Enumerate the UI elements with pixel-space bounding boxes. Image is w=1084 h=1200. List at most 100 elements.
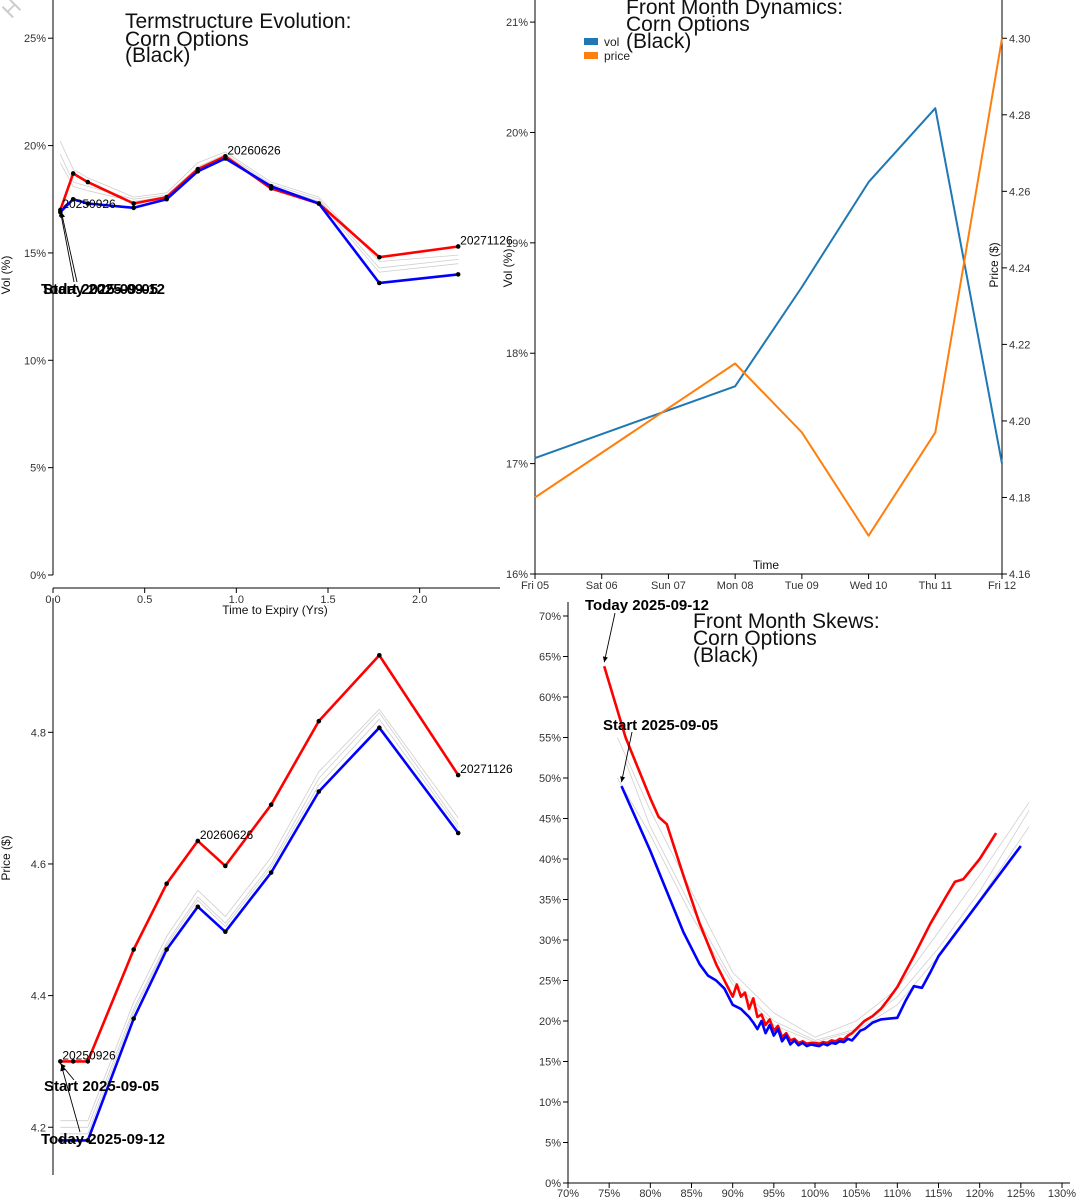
- term-vol-point-start: [268, 184, 274, 189]
- term-price-point-today: [70, 1059, 76, 1064]
- skew-xtick-label: 95%: [763, 1188, 785, 1200]
- term-price-history-line: [60, 712, 459, 1128]
- term-price-history-line: [60, 718, 459, 1135]
- front-dyn-vol-line: [534, 107, 1003, 464]
- term-price-today-arrow: [60, 1065, 81, 1133]
- term-vol-today-annotation: Today 2025-09-12: [41, 281, 165, 298]
- term-vol-ytick-label: 5%: [30, 463, 46, 475]
- skew-xtick-label: 130%: [1048, 1188, 1076, 1200]
- skew-ytick-label: 15%: [539, 1057, 561, 1069]
- front-dyn-ylabel: Vol (%): [501, 249, 515, 288]
- term-price-today-arrow-line: [60, 1065, 81, 1133]
- front-dyn-title-line: Corn Options: [626, 13, 750, 36]
- term-price-point-start: [131, 1016, 136, 1021]
- skew-series-today: [602, 665, 998, 1045]
- skew-history-line: [625, 761, 1030, 1041]
- term-price-point-today: [195, 838, 201, 844]
- skew-ytick-label: 0%: [545, 1178, 561, 1190]
- front-dyn-y2tick-label: 4.18: [1009, 492, 1030, 504]
- term-price-point-label: 20250926: [62, 1048, 116, 1062]
- term-price-point-label: 20260626: [200, 828, 254, 842]
- skew-start-arrow-line: [621, 731, 633, 783]
- term-price-point-start: [316, 789, 322, 794]
- term-price-point-start: [268, 870, 274, 875]
- term-vol-ylabel: Vol (%): [0, 256, 13, 295]
- term-vol-title: Termstructure Evolution: Corn Options (B…: [125, 10, 351, 67]
- term-vol-point-label: 20250926: [62, 197, 116, 211]
- term-vol-history-line: [59, 153, 459, 269]
- term-price-history-line: [60, 708, 459, 1122]
- front-dyn-price-line: [534, 38, 1003, 537]
- front-dyn-ytick-label: 18%: [506, 348, 528, 360]
- skew-xtick-label: 120%: [966, 1188, 994, 1200]
- term-vol-point-start: [316, 201, 322, 206]
- term-price-point-start: [164, 947, 169, 952]
- skew-today-arrow-head: [602, 656, 608, 663]
- front-dyn-y2tick-label: 4.30: [1009, 33, 1030, 45]
- skew-title-line: Front Month Skews:: [693, 610, 880, 633]
- front-dyn-y2tick-label: 4.24: [1009, 263, 1030, 275]
- skew-xtick-label: 105%: [842, 1188, 870, 1200]
- term-vol-point-today: [377, 254, 382, 260]
- term-vol-point-start: [131, 205, 136, 211]
- front-dyn-title-line: (Black): [626, 30, 691, 53]
- skew-title-line: (Black): [693, 644, 758, 667]
- front-dyn-xlabel: Time: [753, 558, 780, 572]
- term-price-point-today: [316, 718, 322, 724]
- term-vol-ytick-label: 15%: [24, 248, 46, 260]
- term-vol-title-line: (Black): [125, 44, 190, 67]
- term-price-point-today: [268, 802, 274, 808]
- skew-series-start: [620, 785, 1022, 1048]
- term-price-series-today: [60, 653, 460, 1063]
- legend-swatch-price: [584, 52, 598, 59]
- term-price-point-today: [164, 881, 169, 887]
- legend-label-price: price: [604, 49, 630, 63]
- front-dyn-xtick-label: Fri 05: [521, 580, 549, 592]
- term-price-point-start: [223, 929, 228, 935]
- skew-xtick-label: 75%: [598, 1188, 620, 1200]
- skew-xtick-label: 100%: [801, 1188, 829, 1200]
- front-dyn-y2label: Price ($): [987, 242, 1001, 287]
- term-price-ytick-label: 4.2: [31, 1122, 46, 1134]
- front-dyn-legend: vol price: [584, 35, 630, 63]
- front-dyn-title-line: Front Month Dynamics:: [626, 0, 843, 19]
- skew-ytick-label: 45%: [539, 814, 561, 826]
- term-price-ytick-label: 4.8: [31, 727, 46, 739]
- term-vol-point-today: [131, 201, 136, 206]
- term-vol-point-start: [455, 272, 461, 277]
- skew-xtick-label: 125%: [1007, 1188, 1035, 1200]
- front-dyn-xtick-label: Sat 06: [586, 580, 618, 592]
- term-vol-point-start: [164, 196, 169, 202]
- term-price-point-label: 20271126: [460, 762, 513, 776]
- front-dyn-ytick-label: 17%: [506, 459, 528, 471]
- term-price-today-arrow-head: [60, 1065, 66, 1072]
- term-vol-point-today: [70, 171, 76, 176]
- term-price-point-start: [58, 1138, 63, 1143]
- front-dyn-xtick-label: Thu 11: [919, 580, 952, 592]
- term-vol-title-line: Termstructure Evolution:: [125, 10, 351, 33]
- skew-ytick-label: 50%: [539, 773, 561, 785]
- skew-title-line: Corn Options: [693, 627, 817, 650]
- term-price-ytick-label: 4.6: [31, 859, 46, 871]
- front-dyn-y2tick-label: 4.22: [1009, 339, 1030, 351]
- term-vol-ytick-label: 10%: [24, 355, 46, 367]
- skew-xtick-label: 110%: [884, 1188, 912, 1200]
- front-dyn-ytick-label: 20%: [506, 127, 528, 139]
- skew-xtick-label: 85%: [680, 1188, 702, 1200]
- skew-history-line: [617, 777, 1030, 1043]
- legend-swatch-vol: [584, 38, 598, 45]
- term-price-point-start: [455, 830, 461, 836]
- term-price-point-start: [195, 904, 201, 910]
- term-vol-point-today: [85, 179, 91, 185]
- term-vol-xtick-label: 1.0: [229, 594, 244, 606]
- skew-today-annotation: Today 2025-09-12: [585, 597, 709, 614]
- term-vol-xtick-label: 0.5: [137, 594, 152, 606]
- term-vol-today-arrow-line: [59, 210, 75, 283]
- skew-ytick-label: 60%: [539, 692, 561, 704]
- term-price-point-today: [85, 1059, 91, 1064]
- term-price-point-start: [85, 1138, 91, 1143]
- term-vol-point-label: 20260626: [227, 143, 281, 157]
- skew-ytick-label: 35%: [539, 895, 561, 907]
- skew-ytick-label: 55%: [539, 733, 561, 745]
